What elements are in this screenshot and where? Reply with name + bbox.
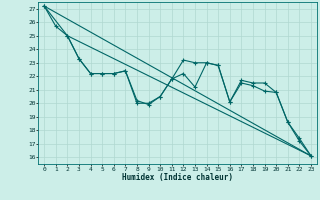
X-axis label: Humidex (Indice chaleur): Humidex (Indice chaleur) xyxy=(122,173,233,182)
